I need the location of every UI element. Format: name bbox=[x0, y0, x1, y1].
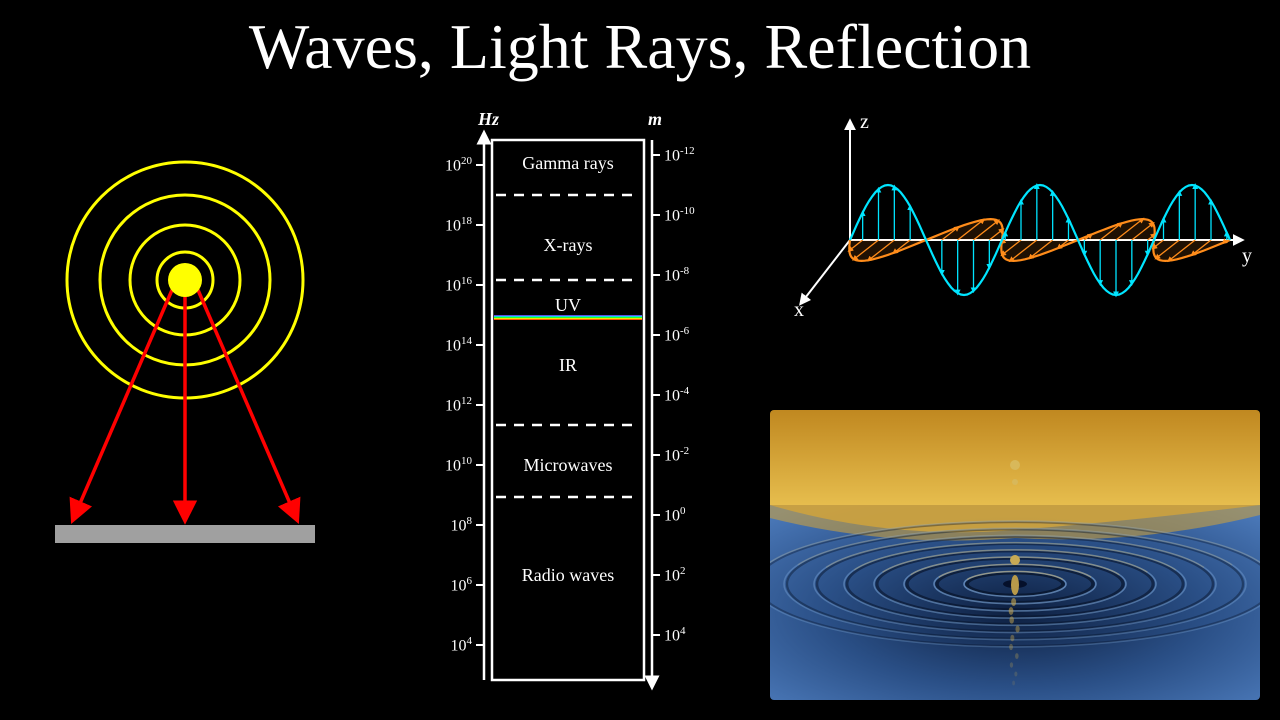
spectrum-band-label: UV bbox=[492, 295, 644, 316]
hz-tick-label: 1010 bbox=[445, 455, 472, 475]
z-axis-label: z bbox=[860, 111, 869, 134]
m-tick-label: 104 bbox=[664, 625, 686, 645]
m-tick-label: 10-10 bbox=[664, 205, 695, 225]
hz-tick-label: 1016 bbox=[445, 275, 472, 295]
y-axis-label: y bbox=[1242, 245, 1252, 268]
x-axis-label: x bbox=[794, 299, 804, 322]
m-tick-label: 100 bbox=[664, 505, 686, 525]
hz-tick-label: 1012 bbox=[445, 395, 472, 415]
m-tick-label: 102 bbox=[664, 565, 686, 585]
hz-tick-label: 104 bbox=[451, 635, 473, 655]
m-tick-label: 10-4 bbox=[664, 385, 689, 405]
water-ripple-image bbox=[770, 410, 1260, 700]
em-wave-svg bbox=[780, 105, 1260, 365]
spectrum-band-label: Radio waves bbox=[492, 565, 644, 586]
spectrum-band-label: Gamma rays bbox=[492, 153, 644, 174]
hz-tick-label: 108 bbox=[451, 515, 473, 535]
light-source-svg bbox=[20, 120, 350, 560]
light-source-diagram bbox=[20, 120, 350, 560]
em-spectrum-diagram: Hz m 102010181016101410121010108106104 1… bbox=[360, 105, 740, 700]
m-tick-label: 10-12 bbox=[664, 145, 695, 165]
ground-surface bbox=[55, 525, 315, 543]
spectrum-band-label: X-rays bbox=[492, 235, 644, 256]
visible-light-band bbox=[494, 315, 642, 320]
ripple-svg bbox=[770, 410, 1260, 700]
em-wave-diagram: z y x bbox=[780, 105, 1260, 365]
hz-tick-label: 1020 bbox=[445, 155, 472, 175]
spectrum-band-label: Microwaves bbox=[492, 455, 644, 476]
hz-tick-label: 106 bbox=[451, 575, 473, 595]
m-tick-label: 10-6 bbox=[664, 325, 689, 345]
spectrum-band-label: IR bbox=[492, 355, 644, 376]
m-tick-label: 10-2 bbox=[664, 445, 689, 465]
hz-tick-label: 1018 bbox=[445, 215, 472, 235]
page-title: Waves, Light Rays, Reflection bbox=[0, 10, 1280, 84]
m-tick-label: 10-8 bbox=[664, 265, 689, 285]
light-source-center bbox=[168, 263, 202, 297]
hz-tick-label: 1014 bbox=[445, 335, 472, 355]
